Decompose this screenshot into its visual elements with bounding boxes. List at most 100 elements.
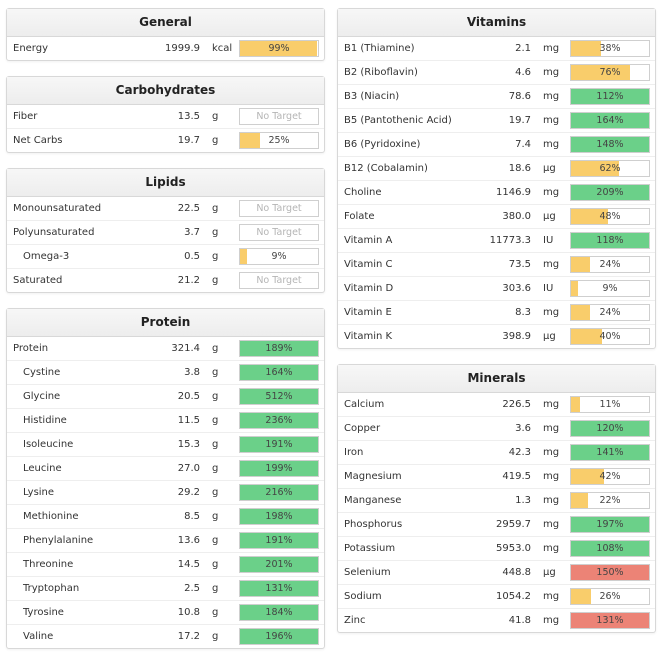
nutrient-row[interactable]: Vitamin C 73.5 mg 24%: [338, 253, 655, 277]
nutrient-row[interactable]: Magnesium 419.5 mg 42%: [338, 465, 655, 489]
nutrient-row[interactable]: Vitamin E 8.3 mg 24%: [338, 301, 655, 325]
target-progress-fill: [240, 461, 318, 476]
nutrient-name: Phosphorus: [344, 519, 403, 530]
target-progress-bar: 40%: [570, 328, 650, 345]
target-progress-fill: [571, 41, 601, 56]
nutrient-amount: 3.6: [515, 423, 531, 434]
nutrient-row[interactable]: Monounsaturated 22.5 g No Target: [7, 197, 324, 221]
target-percent-label: 199%: [265, 463, 293, 474]
nutrient-row[interactable]: Potassium 5953.0 mg 108%: [338, 537, 655, 561]
target-progress-fill: [571, 517, 649, 532]
nutrient-row[interactable]: B1 (Thiamine) 2.1 mg 38%: [338, 37, 655, 61]
target-progress-fill: [240, 605, 318, 620]
target-percent-label: 141%: [596, 447, 624, 458]
nutrient-row[interactable]: Vitamin D 303.6 IU 9%: [338, 277, 655, 301]
nutrient-unit: g: [212, 275, 219, 286]
target-percent-label: No Target: [256, 203, 302, 214]
target-progress-bar: 184%: [239, 604, 319, 621]
rows-carbohydrates: Fiber 13.5 g No Target Net Carbs 19.7 g 25%: [7, 105, 324, 152]
nutrient-row[interactable]: Omega-3 0.5 g 9%: [7, 245, 324, 269]
card-protein: Protein Protein 321.4 g 189% Cystine 3.8 g 164%…: [6, 308, 325, 649]
target-progress-fill: [571, 233, 649, 248]
nutrient-amount: 78.6: [508, 91, 531, 102]
nutrient-row[interactable]: Phenylalanine 13.6 g 191%: [7, 529, 324, 553]
nutrient-row[interactable]: Choline 1146.9 mg 209%: [338, 181, 655, 205]
nutrient-row[interactable]: Fiber 13.5 g No Target: [7, 105, 324, 129]
nutrient-name: Isoleucine: [23, 439, 74, 450]
nutrient-name: Threonine: [23, 559, 74, 570]
nutrient-row[interactable]: Leucine 27.0 g 199%: [7, 457, 324, 481]
nutrient-unit: g: [212, 415, 219, 426]
target-progress-fill: [571, 397, 580, 412]
nutrient-row[interactable]: B12 (Cobalamin) 18.6 µg 62%: [338, 157, 655, 181]
nutrient-row[interactable]: Net Carbs 19.7 g 25%: [7, 129, 324, 152]
nutrient-row[interactable]: Vitamin K 398.9 µg 40%: [338, 325, 655, 348]
nutrient-row[interactable]: Iron 42.3 mg 141%: [338, 441, 655, 465]
target-progress-bar: 24%: [570, 256, 650, 273]
nutrient-row[interactable]: Saturated 21.2 g No Target: [7, 269, 324, 292]
rows-minerals: Calcium 226.5 mg 11% Copper 3.6 mg 120% Iron 42.3…: [338, 393, 655, 632]
nutrient-row[interactable]: Selenium 448.8 µg 150%: [338, 561, 655, 585]
nutrient-name: Valine: [23, 631, 54, 642]
nutrient-row[interactable]: Histidine 11.5 g 236%: [7, 409, 324, 433]
nutrient-row[interactable]: Calcium 226.5 mg 11%: [338, 393, 655, 417]
nutrient-name: Calcium: [344, 399, 385, 410]
nutrient-row[interactable]: Isoleucine 15.3 g 191%: [7, 433, 324, 457]
target-progress-bar: 112%: [570, 88, 650, 105]
nutrient-name: Copper: [344, 423, 381, 434]
nutrient-row[interactable]: B6 (Pyridoxine) 7.4 mg 148%: [338, 133, 655, 157]
nutrient-amount: 226.5: [502, 399, 531, 410]
target-percent-label: 48%: [599, 211, 621, 222]
target-progress-bar: 199%: [239, 460, 319, 477]
nutrient-row[interactable]: Tryptophan 2.5 g 131%: [7, 577, 324, 601]
nutrient-row[interactable]: B3 (Niacin) 78.6 mg 112%: [338, 85, 655, 109]
nutrient-unit: mg: [543, 91, 560, 102]
nutrient-amount: 11.5: [177, 415, 200, 426]
target-progress-fill: [571, 493, 589, 508]
nutrient-row[interactable]: Polyunsaturated 3.7 g No Target: [7, 221, 324, 245]
nutrient-row[interactable]: Valine 17.2 g 196%: [7, 625, 324, 648]
nutrient-row[interactable]: Cystine 3.8 g 164%: [7, 361, 324, 385]
nutrient-unit: µg: [543, 163, 556, 174]
nutrient-unit: mg: [543, 543, 560, 554]
target-progress-fill: [571, 185, 649, 200]
card-title-minerals: Minerals: [338, 365, 655, 393]
target-percent-label: 198%: [265, 511, 293, 522]
nutrient-name: Phenylalanine: [23, 535, 94, 546]
target-percent-label: 201%: [265, 559, 293, 570]
nutrient-row[interactable]: B2 (Riboflavin) 4.6 mg 76%: [338, 61, 655, 85]
nutrient-row[interactable]: Tyrosine 10.8 g 184%: [7, 601, 324, 625]
nutrient-row[interactable]: Zinc 41.8 mg 131%: [338, 609, 655, 632]
target-progress-fill: [571, 469, 604, 484]
nutrient-row[interactable]: B5 (Pantothenic Acid) 19.7 mg 164%: [338, 109, 655, 133]
nutrient-unit: g: [212, 487, 219, 498]
nutrient-row[interactable]: Threonine 14.5 g 201%: [7, 553, 324, 577]
nutrient-row[interactable]: Copper 3.6 mg 120%: [338, 417, 655, 441]
nutrient-name: B12 (Cobalamin): [344, 163, 428, 174]
nutrient-amount: 20.5: [177, 391, 200, 402]
nutrient-row[interactable]: Energy 1999.9 kcal 99%: [7, 37, 324, 60]
nutrient-row[interactable]: Manganese 1.3 mg 22%: [338, 489, 655, 513]
nutrient-unit: g: [212, 135, 219, 146]
nutrient-amount: 1999.9: [165, 43, 200, 54]
nutrient-row[interactable]: Glycine 20.5 g 512%: [7, 385, 324, 409]
target-progress-bar: 131%: [570, 612, 650, 629]
nutrient-row[interactable]: Protein 321.4 g 189%: [7, 337, 324, 361]
nutrient-row[interactable]: Sodium 1054.2 mg 26%: [338, 585, 655, 609]
target-progress-fill: [571, 161, 620, 176]
nutrient-amount: 2.1: [515, 43, 531, 54]
nutrient-unit: IU: [543, 235, 554, 246]
nutrient-row[interactable]: Lysine 29.2 g 216%: [7, 481, 324, 505]
nutrient-row[interactable]: Folate 380.0 µg 48%: [338, 205, 655, 229]
nutrient-amount: 1054.2: [496, 591, 531, 602]
target-progress-bar: 42%: [570, 468, 650, 485]
nutrient-row[interactable]: Methionine 8.5 g 198%: [7, 505, 324, 529]
target-progress-fill: [240, 389, 318, 404]
target-percent-label: 196%: [265, 631, 293, 642]
nutrient-name: Choline: [344, 187, 382, 198]
nutrient-row[interactable]: Vitamin A 11773.3 IU 118%: [338, 229, 655, 253]
nutrient-unit: g: [212, 559, 219, 570]
nutrient-amount: 398.9: [502, 331, 531, 342]
target-percent-label: 236%: [265, 415, 293, 426]
nutrient-row[interactable]: Phosphorus 2959.7 mg 197%: [338, 513, 655, 537]
